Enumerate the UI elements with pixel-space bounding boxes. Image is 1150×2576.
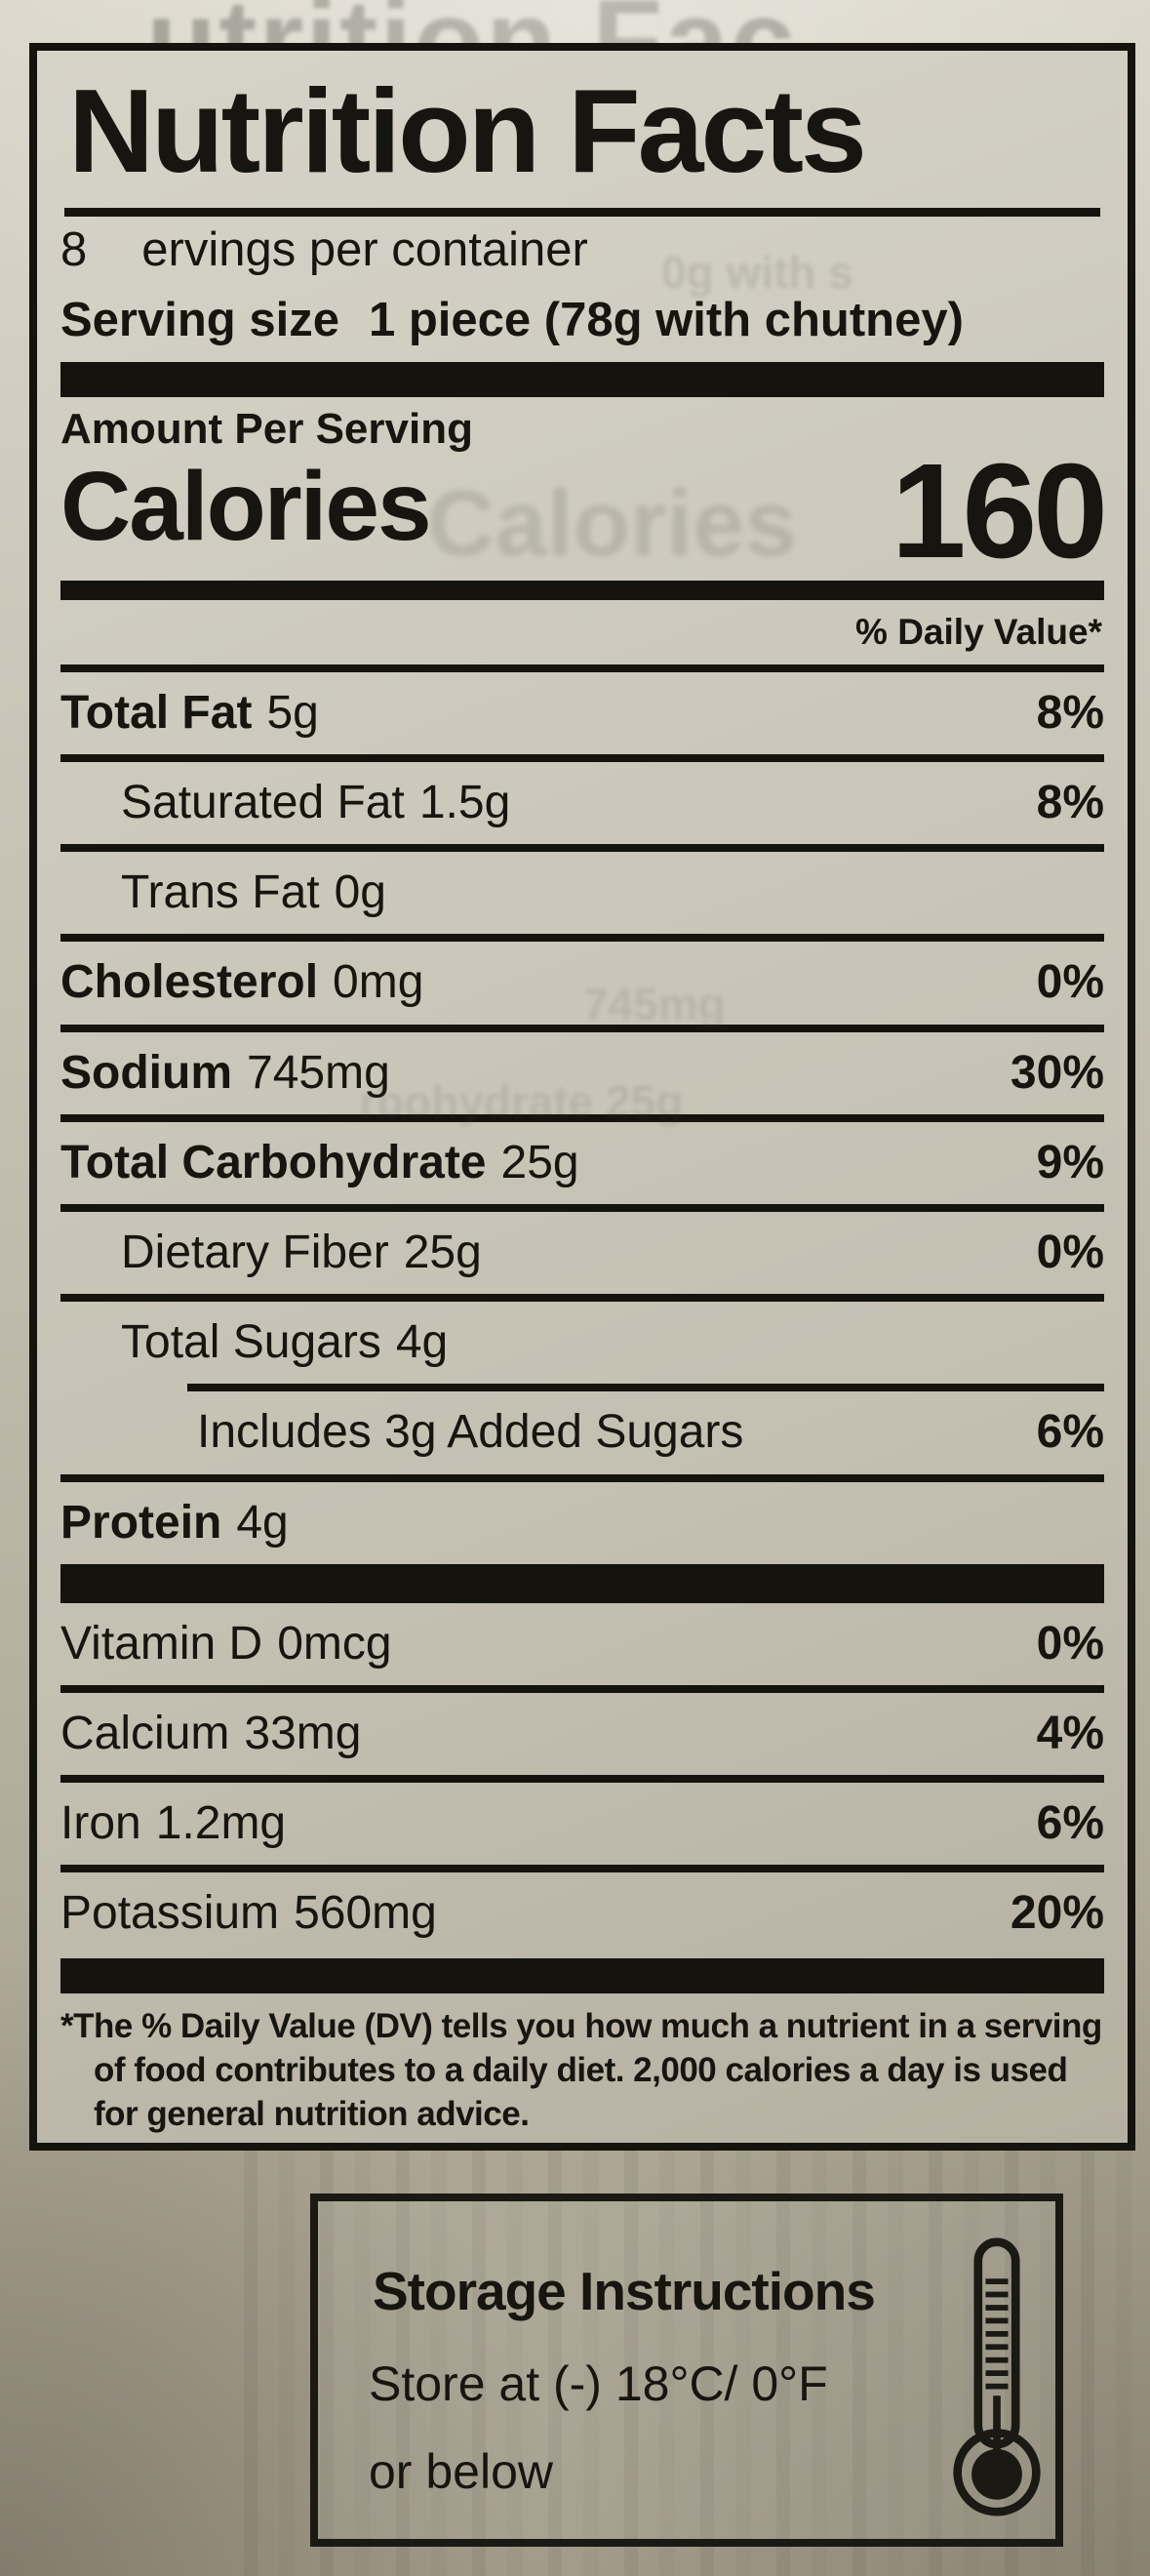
- separator: [60, 1473, 1104, 1482]
- nutrient-name: Includes 3g Added Sugars: [197, 1406, 744, 1459]
- nutrient-amount: 560mg: [294, 1887, 437, 1940]
- separator: [60, 1203, 1104, 1212]
- daily-value: 9%: [1036, 1136, 1104, 1188]
- nutrient-row-protein: Protein 4g: [60, 1482, 1104, 1564]
- nutrient-row-potassium: Potassium 560mg 20%: [60, 1872, 1104, 1954]
- nutrient-name: Saturated Fat: [121, 777, 405, 828]
- storage-title: Storage Instructions: [373, 2261, 876, 2321]
- nutrient-amount: 1.5g: [418, 777, 511, 828]
- thermometer-icon: [953, 2237, 1041, 2516]
- nutrient-name: Iron: [60, 1797, 141, 1850]
- storage-line-2: or below: [369, 2444, 553, 2499]
- servings-row: 8 ervings per container: [60, 221, 1104, 280]
- nutrient-name: Sodium: [60, 1046, 232, 1099]
- separator: [60, 1684, 1104, 1693]
- nutrient-name: Dietary Fiber: [121, 1226, 389, 1278]
- nutrient-amount: 33mg: [244, 1707, 362, 1759]
- amount-per-serving-label: Amount Per Serving: [60, 404, 473, 453]
- separator-indented: [187, 1384, 1104, 1392]
- calories-label: Calories: [60, 451, 432, 561]
- daily-value: 0%: [1036, 1226, 1104, 1278]
- daily-value: 8%: [1036, 686, 1104, 739]
- nutrient-row-total-carbohydrate: Total Carbohydrate 25g 9%: [60, 1122, 1104, 1204]
- nutrient-row-calcium: Calcium 33mg 4%: [60, 1693, 1104, 1775]
- separator: [60, 934, 1104, 943]
- nutrient-name: Total Carbohydrate: [60, 1136, 487, 1188]
- nutrient-name: Trans Fat: [121, 866, 320, 919]
- label-title: Nutrition Facts: [68, 64, 867, 197]
- separator: [60, 844, 1104, 853]
- nutrient-amount: 0g: [334, 866, 386, 919]
- separator: [60, 754, 1104, 762]
- separator: [60, 1024, 1104, 1032]
- separator: [60, 664, 1104, 672]
- nutrient-name: Calcium: [60, 1707, 230, 1759]
- daily-value: 0%: [1036, 956, 1104, 1009]
- daily-value: 8%: [1036, 777, 1104, 828]
- storage-instructions-box: Storage Instructions Store at (-) 18°C/ …: [310, 2194, 1063, 2547]
- separator: [60, 1775, 1104, 1784]
- calories-value: 160: [891, 435, 1108, 586]
- daily-value: 20%: [1010, 1887, 1104, 1940]
- nutrient-row-trans-fat: Trans Fat 0g: [60, 852, 1104, 934]
- daily-value-footnote: *The % Daily Value (DV) tells you how mu…: [60, 2007, 1102, 2134]
- serving-size-label: Serving size: [60, 293, 339, 346]
- daily-value: 30%: [1010, 1046, 1104, 1099]
- nutrient-amount: 4g: [236, 1496, 289, 1549]
- nutrient-name: Potassium: [60, 1887, 280, 1940]
- daily-value: 0%: [1036, 1617, 1104, 1670]
- nutrient-amount: 0mg: [333, 956, 424, 1009]
- nutrient-row-dietary-fiber: Dietary Fiber 25g 0%: [60, 1212, 1104, 1294]
- daily-value-header: % Daily Value*: [855, 611, 1102, 652]
- nutrient-name: Vitamin D: [60, 1617, 263, 1670]
- nutrient-row-cholesterol: Cholesterol 0mg 0%: [60, 942, 1104, 1024]
- nutrient-amount: 1.2mg: [155, 1797, 287, 1850]
- thick-separator-top: [60, 361, 1104, 397]
- nutrient-name: Cholesterol: [60, 956, 319, 1009]
- nutrient-row-total-sugars: Total Sugars 4g: [60, 1302, 1104, 1384]
- nutrient-row-saturated-fat: Saturated Fat 1.5g 8%: [60, 762, 1104, 844]
- servings-count: 8: [60, 223, 88, 277]
- nutrient-amount: 25g: [403, 1226, 482, 1278]
- separator: [60, 1865, 1104, 1873]
- daily-value: 6%: [1036, 1797, 1104, 1850]
- title-rule: [64, 208, 1100, 218]
- medium-separator: [60, 580, 1104, 600]
- storage-line-1: Store at (-) 18°C/ 0°F: [369, 2356, 828, 2411]
- nutrient-row-total-fat: Total Fat 5g 8%: [60, 672, 1104, 754]
- nutrient-amount: 4g: [395, 1316, 449, 1369]
- calories-row: Calories 160: [60, 435, 1108, 586]
- nutrient-row-added-sugars: Includes 3g Added Sugars 6%: [60, 1391, 1104, 1473]
- servings-label: ervings per container: [141, 223, 588, 277]
- nutrient-name: Total Sugars: [121, 1316, 381, 1369]
- nutrient-row-sodium: Sodium 745mg 30%: [60, 1032, 1104, 1114]
- nutrient-row-vitamin-d: Vitamin D 0mcg 0%: [60, 1603, 1104, 1685]
- nutrient-amount: 745mg: [247, 1046, 390, 1099]
- daily-value: 6%: [1036, 1406, 1104, 1459]
- separator: [60, 1113, 1104, 1122]
- nutrient-amount: 5g: [266, 686, 319, 739]
- separator: [60, 1294, 1104, 1303]
- thick-separator-middle: [60, 1563, 1104, 1603]
- serving-size-value: 1 piece (78g with chutney): [368, 293, 964, 346]
- serving-size-row: Serving size 1 piece (78g with chutney): [60, 291, 1104, 350]
- thick-separator-bottom: [60, 1958, 1104, 1994]
- nutrient-amount: 25g: [500, 1136, 579, 1188]
- nutrient-amount: 0mcg: [277, 1617, 392, 1670]
- nutrient-row-iron: Iron 1.2mg 6%: [60, 1783, 1104, 1865]
- daily-value: 4%: [1036, 1707, 1104, 1759]
- nutrition-facts-label: 0g with s Calories 745mg rbohydrate 25g …: [29, 43, 1135, 2151]
- nutrient-name: Protein: [60, 1496, 222, 1549]
- nutrient-name: Total Fat: [60, 686, 253, 739]
